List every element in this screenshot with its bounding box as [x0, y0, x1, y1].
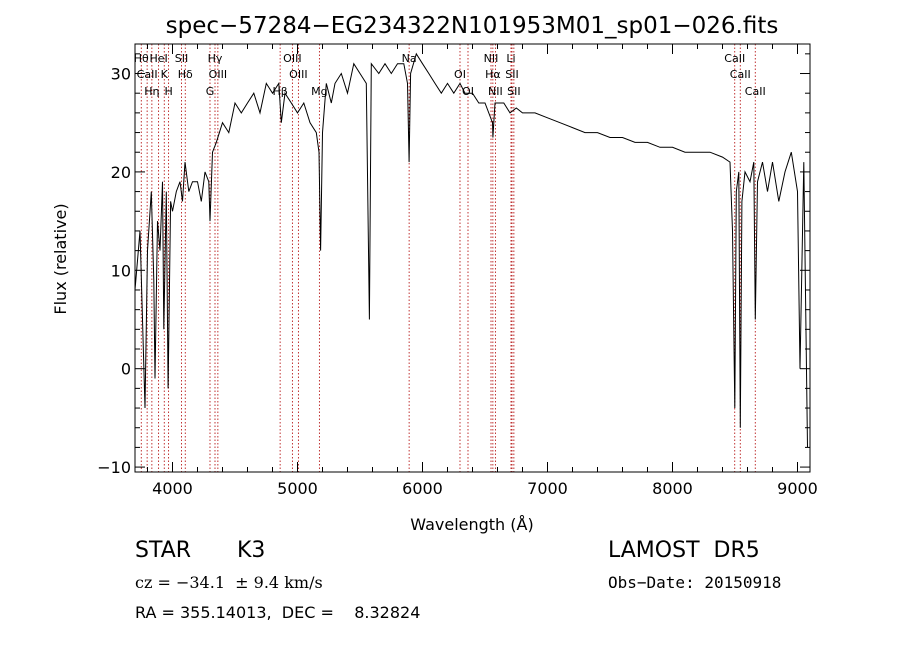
y-axis-label: Flux (relative): [51, 203, 70, 314]
spectral-line-label: OI: [454, 68, 466, 81]
x-tick-label: 5000: [277, 479, 318, 498]
object-type: STAR: [135, 538, 192, 563]
spectrum-line: [134, 52, 808, 448]
spectral-line-label: Hη: [144, 85, 159, 98]
y-tick-label: 0: [121, 360, 131, 379]
y-tick-label: 30: [111, 65, 131, 84]
spectral-line-label: CaII: [724, 52, 745, 65]
y-tick-label: 10: [111, 261, 131, 280]
spectral-line-label: Hθ: [134, 52, 149, 65]
plot-frame: [134, 43, 811, 473]
spectral-line-label: CaII: [745, 85, 766, 98]
spectral-line-label: Hα: [485, 68, 501, 81]
x-tick-label: 6000: [402, 479, 443, 498]
x-tick-label: 8000: [652, 479, 693, 498]
spectral-line-label: H: [164, 85, 172, 98]
spectral-line-label: Na: [402, 52, 417, 65]
spectral-line-label: Hβ: [272, 85, 287, 98]
spectral-line-label: HeI: [149, 52, 167, 65]
spectral-line-label: G: [206, 85, 215, 98]
redshift-velocity: cz = −34.1 ± 9.4 km/s: [135, 573, 323, 592]
x-tick-label: 7000: [527, 479, 568, 498]
y-tick-label: −10: [97, 458, 131, 477]
spectral-line-label: Li: [506, 52, 515, 65]
spectral-line-label: SII: [175, 52, 188, 65]
x-tick-label: 9000: [777, 479, 818, 498]
spectral-line-label: SII: [507, 85, 520, 98]
spectral-line-label: OI: [462, 85, 474, 98]
x-axis-label: Wavelength (Å): [410, 515, 533, 534]
coordinates: RA = 355.14013, DEC = 8.32824: [135, 603, 421, 622]
spectral-line-label: OIII: [289, 68, 307, 81]
spectral-line-label: CaII: [137, 68, 158, 81]
spectral-line-label: K: [161, 68, 169, 81]
spectral-line-label: Mg: [311, 85, 327, 98]
spectral-line-label: NII: [484, 52, 499, 65]
survey-name: LAMOST DR5: [608, 538, 760, 563]
chart-title: spec−57284−EG234322N101953M01_sp01−026.f…: [166, 13, 779, 39]
x-tick-label: 4000: [152, 479, 193, 498]
spectral-line-label: Hδ: [178, 68, 193, 81]
spectral-line-label: OIII: [283, 52, 301, 65]
spectral-subclass: K3: [237, 538, 266, 563]
spectral-line-label: Hγ: [208, 52, 223, 65]
spectral-line-label: CaII: [730, 68, 751, 81]
spectral-line-label: OIII: [209, 68, 227, 81]
spectral-line-label: SII: [505, 68, 518, 81]
spectral-line-label: NII: [488, 85, 503, 98]
observation-date: Obs−Date: 20150918: [608, 573, 782, 592]
y-tick-label: 20: [111, 163, 131, 182]
